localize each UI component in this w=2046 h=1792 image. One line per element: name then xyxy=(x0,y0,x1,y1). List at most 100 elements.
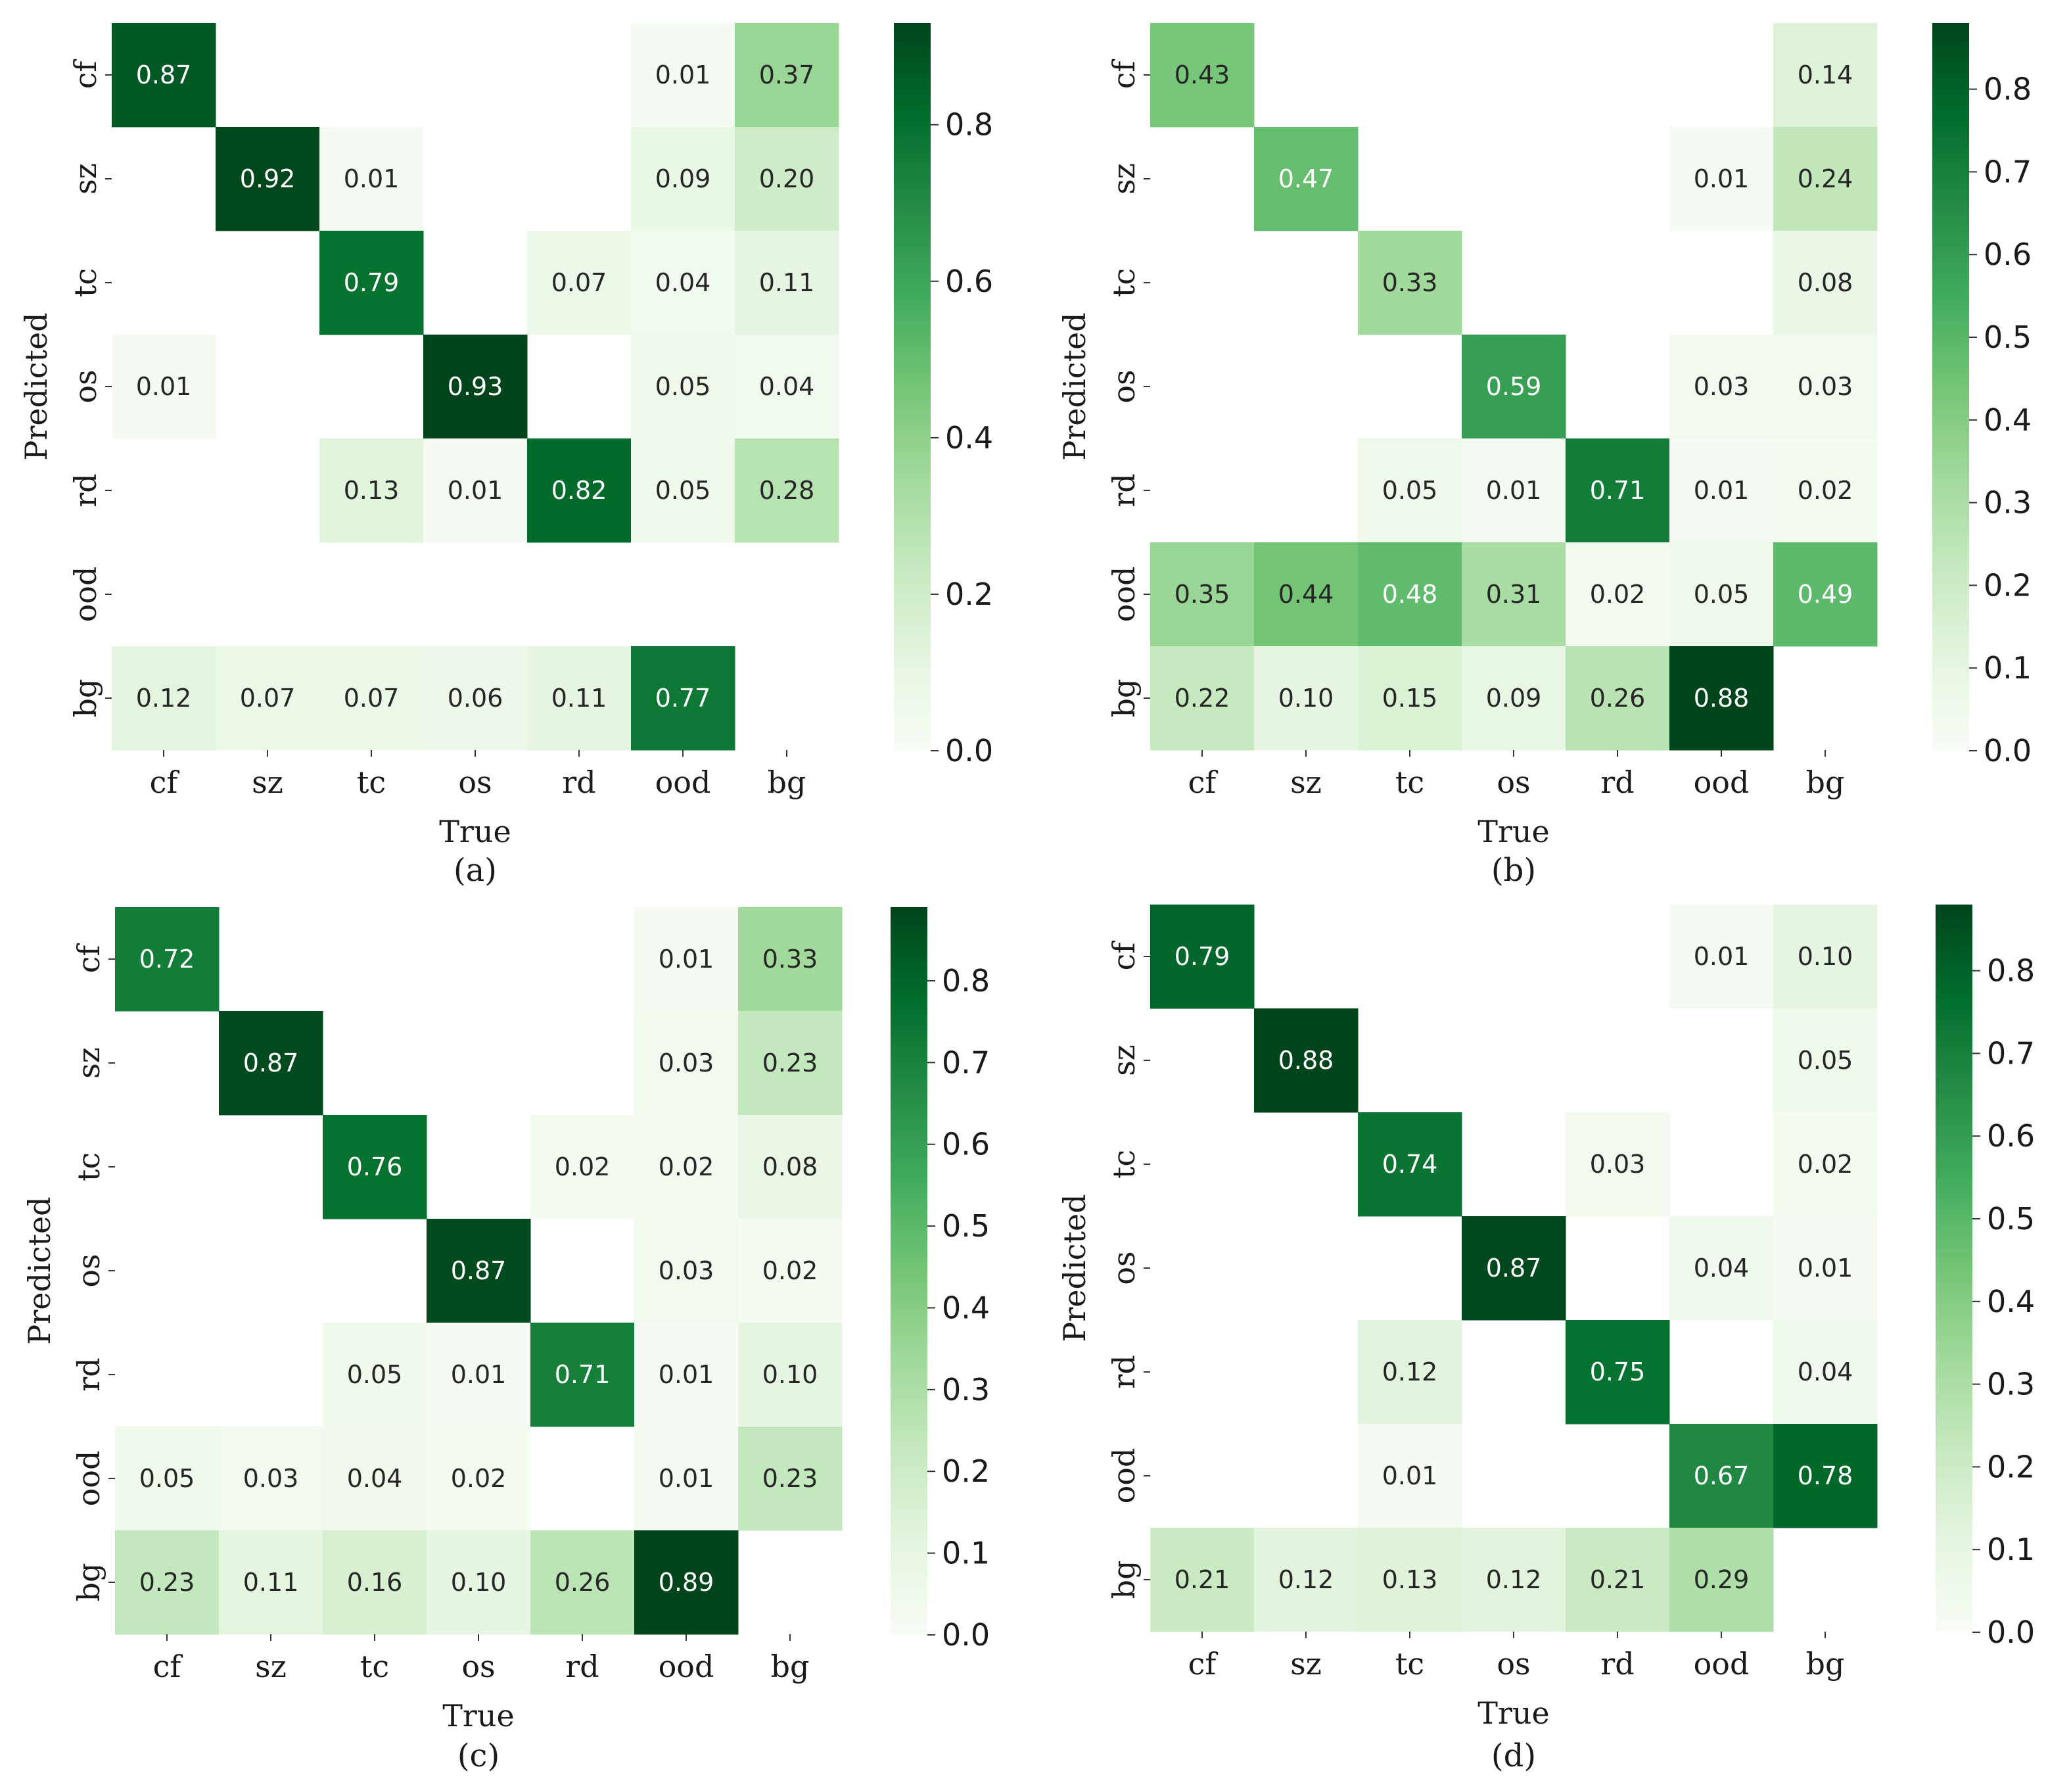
colorbar-tick-label: 0.4 xyxy=(1987,1284,2035,1319)
y-tick-label: cf xyxy=(68,59,103,89)
cell-value-label: 0.05 xyxy=(1382,476,1438,505)
y-tick-label: sz xyxy=(68,163,103,195)
cell-value-label: 0.05 xyxy=(139,1464,195,1493)
cell-value-label: 0.03 xyxy=(659,1049,714,1077)
x-tick-label: os xyxy=(461,1649,495,1684)
y-axis-label: Predicted xyxy=(1057,1194,1092,1342)
heatmap-cell xyxy=(427,1530,531,1635)
heatmap-cell xyxy=(634,1115,739,1219)
colorbar xyxy=(1936,905,1972,1632)
cell-value-label: 0.01 xyxy=(448,476,503,505)
cell-value-label: 0.01 xyxy=(1694,476,1750,505)
cell-value-label: 0.03 xyxy=(243,1464,299,1493)
cell-value-label: 0.03 xyxy=(1694,372,1750,401)
y-tick-label: sz xyxy=(1106,1045,1142,1076)
cell-value-label: 0.01 xyxy=(1694,942,1750,971)
cell-value-label: 0.04 xyxy=(655,268,711,297)
x-tick-label: bg xyxy=(1806,1646,1845,1682)
cell-value-label: 0.02 xyxy=(1590,580,1646,609)
colorbar-tick-label: 0.8 xyxy=(942,963,990,999)
heatmap-cell xyxy=(1566,1528,1670,1632)
x-tick-label: tc xyxy=(1395,1646,1424,1682)
cell-value-label: 0.13 xyxy=(1382,1565,1438,1594)
y-tick-label: rd xyxy=(68,473,103,507)
cell-value-label: 0.11 xyxy=(243,1568,299,1597)
cell-value-label: 0.05 xyxy=(347,1360,403,1389)
x-tick-label: ood xyxy=(655,765,711,800)
cell-value-label: 0.10 xyxy=(1798,942,1853,971)
heatmap-cell xyxy=(1773,231,1878,335)
heatmap-cell xyxy=(631,438,735,543)
heatmap-cell xyxy=(112,23,216,128)
heatmap-cell xyxy=(219,1011,323,1116)
cell-value-label: 0.01 xyxy=(659,1464,714,1493)
heatmap-cell xyxy=(735,231,839,335)
colorbar xyxy=(1932,23,1969,751)
heatmap-cell xyxy=(1669,438,1774,543)
x-tick-label: cf xyxy=(150,765,180,800)
heatmap-panel-4: 0.79 0.01 0.10 0.88 0.05 0.74 0.03 0.02 0.87 0.04… xyxy=(1057,905,2035,1774)
y-tick-label: bg xyxy=(68,679,103,718)
cell-value-label: 0.01 xyxy=(1694,164,1750,193)
cell-value-label: 0.04 xyxy=(1694,1254,1750,1283)
colorbar-tick-label: 0.1 xyxy=(1984,650,2032,686)
heatmap-cell xyxy=(423,438,528,543)
colorbar-tick-label: 0.3 xyxy=(1987,1367,2035,1402)
cell-value-label: 0.33 xyxy=(1382,268,1438,297)
heatmap-cell xyxy=(634,1323,739,1427)
cell-value-label: 0.02 xyxy=(762,1256,818,1285)
cell-value-label: 0.07 xyxy=(344,684,400,713)
heatmap-cell xyxy=(1566,542,1670,647)
cell-value-label: 0.93 xyxy=(448,372,503,401)
heatmap-cell xyxy=(631,231,735,335)
cell-value-label: 0.09 xyxy=(1486,684,1542,713)
x-tick-label: sz xyxy=(1290,765,1322,800)
colorbar-tick-label: 0.7 xyxy=(1987,1035,2035,1071)
cell-value-label: 0.07 xyxy=(240,684,296,713)
x-tick-label: rd xyxy=(562,765,595,800)
heatmap-cell xyxy=(115,1530,220,1635)
heatmap-cell xyxy=(1462,335,1566,439)
heatmap-cell xyxy=(323,1323,427,1427)
x-tick-label: rd xyxy=(1600,765,1634,800)
heatmap-cell xyxy=(115,907,220,1012)
heatmap-cell xyxy=(1254,646,1359,751)
colorbar-tick-label: 0.8 xyxy=(945,107,993,143)
cell-value-label: 0.15 xyxy=(1382,684,1438,713)
cell-value-label: 0.09 xyxy=(655,164,711,193)
cell-value-label: 0.14 xyxy=(1798,60,1853,89)
x-tick-label: os xyxy=(458,765,492,800)
cell-value-label: 0.01 xyxy=(1486,476,1542,505)
heatmap-cell xyxy=(319,231,424,335)
y-axis-label: Predicted xyxy=(18,312,54,460)
cell-value-label: 0.02 xyxy=(555,1152,611,1181)
y-tick-label: cf xyxy=(1106,941,1142,971)
heatmap-cell xyxy=(1773,23,1878,128)
heatmap-cell xyxy=(735,23,839,128)
heatmap-cell xyxy=(1669,1216,1774,1321)
x-tick-label: ood xyxy=(1694,1646,1750,1682)
heatmap-cell xyxy=(1358,646,1462,751)
cell-value-label: 0.08 xyxy=(1798,268,1853,297)
cell-value-label: 0.01 xyxy=(659,1360,714,1389)
y-tick-label: ood xyxy=(1106,567,1142,623)
cell-value-label: 0.71 xyxy=(1590,476,1646,505)
cell-value-label: 0.02 xyxy=(451,1464,507,1493)
cell-value-label: 0.11 xyxy=(759,268,815,297)
colorbar-tick-label: 0.3 xyxy=(1984,485,2032,521)
heatmap-cell xyxy=(1254,127,1359,231)
x-tick-label: ood xyxy=(1694,765,1750,800)
heatmap-cell xyxy=(631,646,735,751)
heatmap-cell xyxy=(634,907,739,1012)
cell-value-label: 0.02 xyxy=(659,1152,714,1181)
heatmap-cell xyxy=(1773,542,1878,647)
cell-value-label: 0.23 xyxy=(762,1049,818,1077)
colorbar-tick-label: 0.8 xyxy=(1984,72,2032,107)
y-tick-label: bg xyxy=(1106,679,1142,718)
heatmap-cell xyxy=(1566,1112,1670,1217)
cell-value-label: 0.23 xyxy=(139,1568,195,1597)
colorbar-tick-label: 0.4 xyxy=(942,1290,990,1325)
cell-value-label: 0.01 xyxy=(1798,1254,1853,1283)
heatmap-cell xyxy=(1358,1528,1462,1632)
heatmap-cell xyxy=(634,1219,739,1323)
